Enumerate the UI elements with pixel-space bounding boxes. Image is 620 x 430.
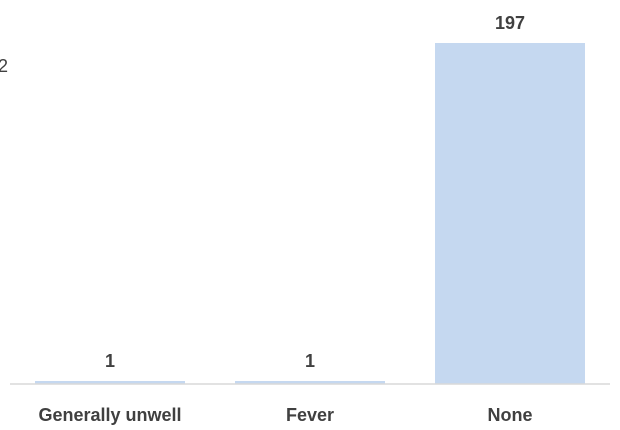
- x-tick-label-fever: Fever: [286, 405, 334, 425]
- data-label-none: 197: [495, 13, 525, 33]
- cropped-edge-text: 2: [0, 56, 8, 76]
- data-label-generally-unwell: 1: [105, 351, 115, 371]
- bars-group: [35, 43, 585, 384]
- bar-none: [435, 43, 585, 384]
- x-tick-label-none: None: [488, 405, 533, 425]
- x-tick-labels-group: Generally unwell Fever None: [38, 405, 532, 425]
- x-tick-label-generally-unwell: Generally unwell: [38, 405, 181, 425]
- bar-fever: [235, 381, 385, 384]
- bar-generally-unwell: [35, 381, 185, 384]
- data-labels-group: 1 1 197: [105, 13, 525, 371]
- data-label-fever: 1: [305, 351, 315, 371]
